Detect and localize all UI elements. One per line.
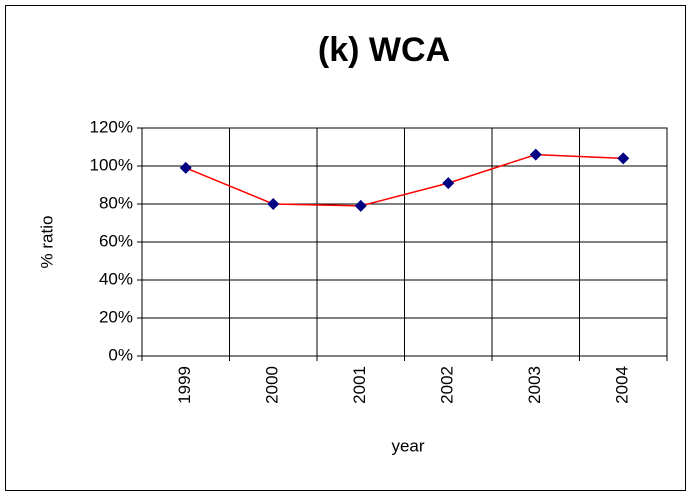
series-line: [185, 153, 624, 207]
chart-title: (k) WCA: [318, 31, 450, 69]
y-axis-label: % ratio: [37, 216, 56, 269]
y-tick-label: 80%: [99, 193, 133, 212]
y-tick-label: 100%: [90, 155, 133, 174]
x-tick-label: 2003: [525, 366, 544, 404]
y-tick-label: 40%: [99, 269, 133, 288]
plot-area: [141, 127, 668, 357]
marker: [179, 161, 192, 174]
x-tick-label: 2001: [350, 366, 369, 404]
y-tick-label: 20%: [99, 307, 133, 326]
x-tick-label: 2004: [613, 366, 632, 404]
marker: [354, 199, 367, 212]
y-tick-label: 60%: [99, 231, 133, 250]
chart-border: [5, 5, 686, 491]
marker: [442, 177, 455, 190]
x-tick-label: 1999: [175, 366, 194, 404]
x-tick-label: 2000: [263, 366, 282, 404]
y-tick-label: 120%: [90, 117, 133, 136]
marker: [267, 198, 280, 210]
x-axis-label: year: [391, 436, 424, 455]
marker: [617, 152, 630, 165]
x-tick-label: 2002: [438, 366, 457, 404]
marker: [529, 148, 542, 161]
y-tick-label: 0%: [108, 345, 133, 364]
